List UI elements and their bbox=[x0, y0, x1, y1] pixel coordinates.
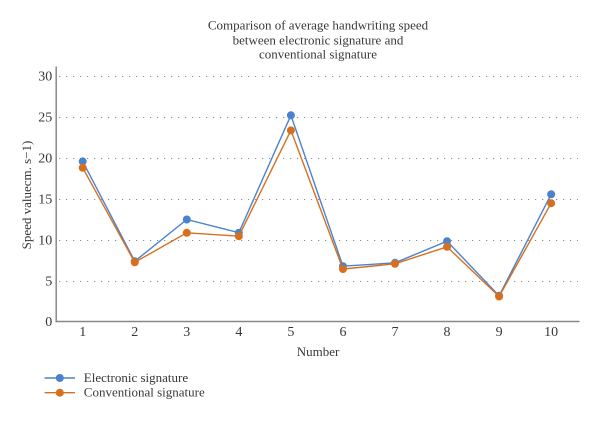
svg-text:0: 0 bbox=[45, 315, 52, 330]
svg-text:8: 8 bbox=[444, 325, 451, 340]
svg-text:Number: Number bbox=[297, 344, 340, 359]
svg-text:30: 30 bbox=[38, 70, 52, 85]
svg-text:between electronic signature a: between electronic signature and bbox=[233, 32, 404, 47]
svg-text:Speed valuecm. s−1): Speed valuecm. s−1) bbox=[19, 141, 34, 250]
svg-text:Electronic signature: Electronic signature bbox=[84, 370, 189, 385]
svg-text:5: 5 bbox=[287, 325, 294, 340]
svg-text:2: 2 bbox=[131, 325, 138, 340]
svg-text:6: 6 bbox=[339, 325, 346, 340]
svg-text:10: 10 bbox=[38, 234, 52, 249]
svg-text:25: 25 bbox=[38, 111, 52, 126]
svg-text:10: 10 bbox=[544, 325, 558, 340]
svg-text:Conventional signature: Conventional signature bbox=[84, 384, 205, 399]
svg-text:7: 7 bbox=[392, 325, 399, 340]
svg-text:9: 9 bbox=[496, 325, 503, 340]
svg-text:Comparison of average handwrit: Comparison of average handwriting speed bbox=[208, 18, 429, 33]
svg-text:conventional signature: conventional signature bbox=[259, 47, 377, 62]
svg-text:3: 3 bbox=[183, 325, 190, 340]
svg-text:15: 15 bbox=[38, 193, 52, 208]
svg-text:1: 1 bbox=[79, 325, 86, 340]
svg-text:4: 4 bbox=[235, 325, 242, 340]
svg-text:5: 5 bbox=[45, 275, 52, 290]
svg-text:20: 20 bbox=[38, 152, 52, 167]
